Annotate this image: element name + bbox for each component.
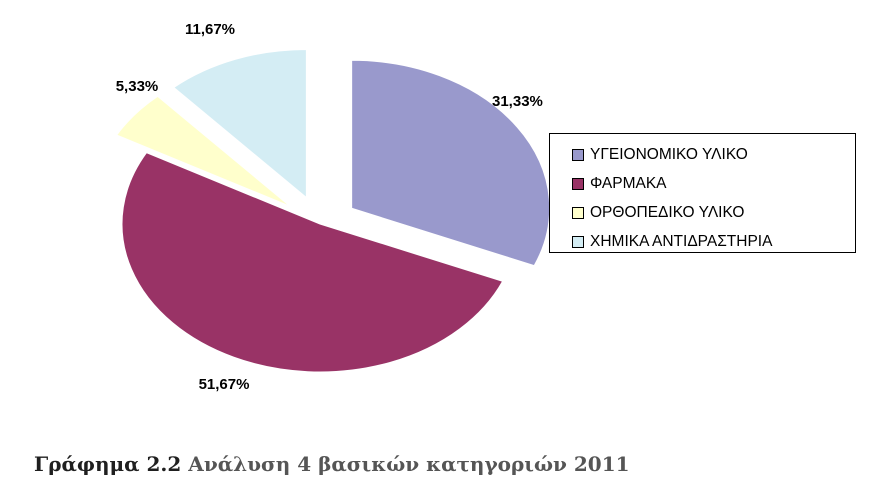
slice-value-label: 5,33% xyxy=(116,78,159,95)
legend-swatch xyxy=(572,148,584,161)
legend-label: ΦΑΡΜΑΚΑ xyxy=(590,174,667,192)
chart-legend: ΥΓΕΙΟΝΟΜΙΚΟ ΥΛΙΚΟ ΦΑΡΜΑΚΑ ΟΡΘΟΠΕΔΙΚΟ ΥΛΙ… xyxy=(549,133,856,253)
slice-ygeionomiko xyxy=(351,59,551,267)
legend-item-chimika: ΧΗΜΙΚΑ ΑΝΤΙΔΡΑΣΤΗΡΙΑ xyxy=(572,227,855,256)
legend-label: ΟΡΘΟΠΕΔΙΚΟ ΥΛΙΚΟ xyxy=(590,203,745,221)
figure-caption: Γράφημα 2.2 Ανάλυση 4 βασικών κατηγοριών… xyxy=(34,452,630,476)
slice-value-label: 11,67% xyxy=(185,21,235,38)
legend-label: ΥΓΕΙΟΝΟΜΙΚΟ ΥΛΙΚΟ xyxy=(590,145,748,163)
legend-swatch xyxy=(572,177,584,190)
slice-farmaka xyxy=(121,152,504,373)
slice-orthopediko xyxy=(115,95,291,207)
pie-slices xyxy=(115,48,551,373)
slice-value-label: 31,33% xyxy=(492,93,543,110)
legend-item-farmaka: ΦΑΡΜΑΚΑ xyxy=(572,169,855,198)
legend-label: ΧΗΜΙΚΑ ΑΝΤΙΔΡΑΣΤΗΡΙΑ xyxy=(590,232,773,250)
legend-item-ygeionomiko: ΥΓΕΙΟΝΟΜΙΚΟ ΥΛΙΚΟ xyxy=(572,140,855,169)
slice-chimika xyxy=(173,48,307,199)
pie-chart: 31,33% 51,67% 5,33% 11,67% xyxy=(115,21,551,393)
caption-prefix: Γράφημα 2.2 xyxy=(34,452,182,476)
caption-text: Ανάλυση 4 βασικών κατηγοριών 2011 xyxy=(188,452,630,476)
slice-value-label: 51,67% xyxy=(199,376,250,393)
legend-swatch xyxy=(572,235,584,248)
pie-value-labels: 31,33% 51,67% 5,33% 11,67% xyxy=(116,21,543,393)
legend-item-orthopediko: ΟΡΘΟΠΕΔΙΚΟ ΥΛΙΚΟ xyxy=(572,198,855,227)
legend-swatch xyxy=(572,206,584,219)
